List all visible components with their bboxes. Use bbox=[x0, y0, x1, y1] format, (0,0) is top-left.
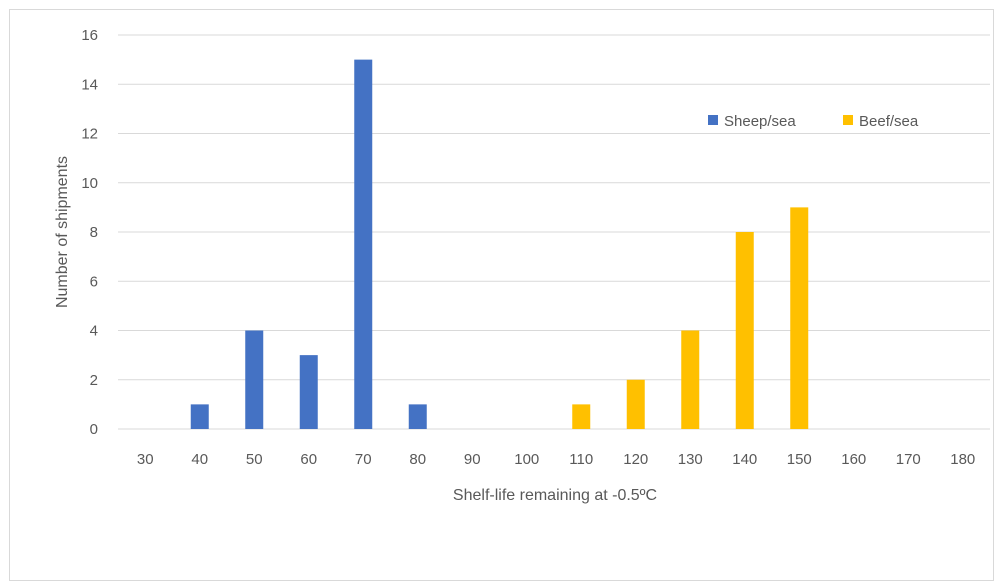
x-tick-label: 80 bbox=[409, 451, 426, 468]
legend-swatch-beef-sea bbox=[843, 115, 853, 125]
y-tick-label: 16 bbox=[81, 27, 98, 44]
bar-sheep-sea-40 bbox=[190, 404, 209, 429]
x-tick-label: 60 bbox=[300, 451, 317, 468]
bar-beef-sea-140 bbox=[735, 232, 754, 429]
bar-sheep-sea-80 bbox=[408, 404, 427, 429]
y-tick-label: 12 bbox=[81, 126, 98, 143]
chart-area bbox=[9, 9, 994, 581]
x-axis-ticks: 30 40 50 60 70 80 90 100 110 120 130 140 150 160 170 18… bbox=[137, 451, 975, 468]
legend-label-beef-sea: Beef/sea bbox=[859, 113, 919, 130]
y-tick-label: 0 bbox=[90, 421, 98, 438]
x-tick-label: 140 bbox=[732, 451, 757, 468]
bar-sheep-sea-50 bbox=[245, 330, 264, 429]
y-tick-label: 4 bbox=[90, 323, 98, 340]
x-tick-label: 180 bbox=[950, 451, 975, 468]
y-axis-ticks: 0 2 4 6 8 10 12 14 16 bbox=[81, 27, 98, 438]
x-tick-label: 50 bbox=[246, 451, 263, 468]
bar-sheep-sea-60 bbox=[299, 355, 318, 429]
y-axis-title: Number of shipments bbox=[54, 156, 71, 308]
gridlines bbox=[118, 34, 990, 430]
y-tick-label: 8 bbox=[90, 224, 98, 241]
legend-label-sheep-sea: Sheep/sea bbox=[724, 113, 796, 130]
y-tick-label: 10 bbox=[81, 175, 98, 192]
x-axis-title: Shelf-life remaining at -0.5ºC bbox=[453, 487, 657, 504]
x-tick-label: 150 bbox=[787, 451, 812, 468]
x-tick-label: 110 bbox=[569, 451, 593, 468]
bars bbox=[190, 59, 809, 429]
x-tick-label: 170 bbox=[896, 451, 921, 468]
bar-beef-sea-110 bbox=[572, 404, 591, 429]
x-tick-label: 70 bbox=[355, 451, 372, 468]
bar-beef-sea-120 bbox=[626, 379, 645, 429]
y-tick-label: 2 bbox=[90, 372, 98, 389]
legend: Sheep/sea Beef/sea bbox=[708, 113, 919, 130]
legend-swatch-sheep-sea bbox=[708, 115, 718, 125]
y-tick-label: 6 bbox=[90, 273, 98, 290]
x-tick-label: 100 bbox=[514, 451, 539, 468]
bar-beef-sea-150 bbox=[790, 207, 809, 429]
x-tick-label: 30 bbox=[137, 451, 154, 468]
x-tick-label: 40 bbox=[191, 451, 208, 468]
bar-beef-sea-130 bbox=[681, 330, 700, 429]
x-tick-label: 160 bbox=[841, 451, 866, 468]
bar-sheep-sea-70 bbox=[354, 59, 373, 429]
x-tick-label: 90 bbox=[464, 451, 481, 468]
x-tick-label: 130 bbox=[678, 451, 703, 468]
y-tick-label: 14 bbox=[81, 76, 98, 93]
x-tick-label: 120 bbox=[623, 451, 648, 468]
